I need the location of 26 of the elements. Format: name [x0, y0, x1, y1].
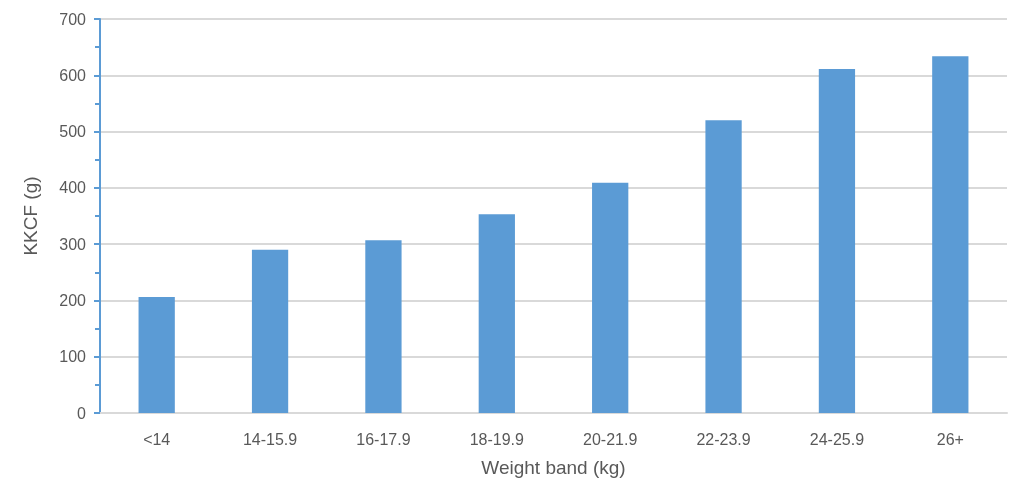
bar [365, 240, 402, 413]
x-tick-label: <14 [143, 430, 171, 448]
x-tick-label: 14-15.9 [242, 430, 298, 448]
x-tick-label: 22-23.9 [696, 430, 751, 448]
y-tick-label: 0 [77, 404, 87, 422]
x-tick-label: 24-25.9 [809, 430, 865, 448]
y-tick-label: 200 [59, 291, 87, 309]
bar [251, 249, 289, 413]
x-tick-label: 26+ [936, 430, 964, 448]
bar [818, 69, 856, 413]
x-axis-title: Weight band (kg) [481, 457, 626, 478]
y-tick-label: 300 [59, 235, 87, 253]
y-tick-label: 500 [59, 123, 87, 141]
x-tick-label: 16-17.9 [356, 430, 411, 448]
y-tick-label: 700 [59, 10, 87, 28]
bar [932, 56, 969, 413]
bar [478, 214, 515, 413]
x-tick-label: 20-21.9 [583, 430, 638, 448]
y-tick-label: 600 [59, 66, 87, 84]
bar [592, 182, 629, 413]
bar [705, 120, 742, 413]
bar [138, 297, 175, 413]
y-axis-title: KKCF (g) [20, 176, 41, 256]
x-tick-label: 18-19.9 [469, 430, 525, 448]
y-tick-label: 100 [59, 348, 87, 366]
y-tick-label: 400 [59, 179, 87, 197]
